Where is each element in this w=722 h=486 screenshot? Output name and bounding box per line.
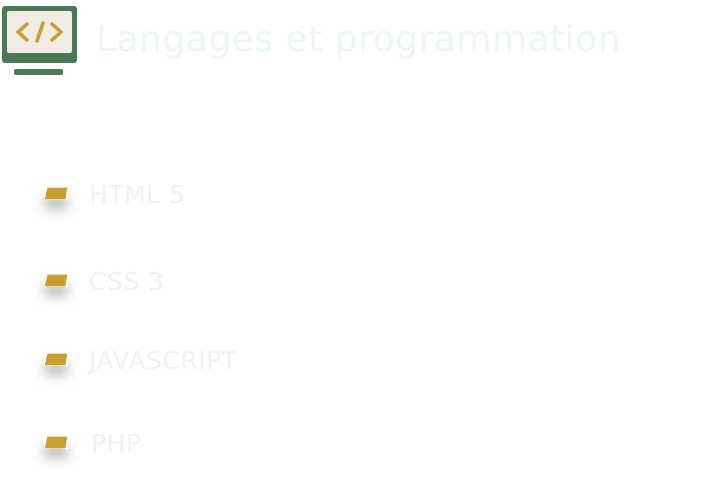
bullet-icon bbox=[44, 353, 68, 366]
language-label: CSS 3 bbox=[89, 267, 165, 296]
bullet-icon bbox=[44, 274, 68, 287]
page-title: Langages et programmation bbox=[96, 19, 622, 60]
bullet-icon bbox=[44, 187, 68, 200]
bullet-icon bbox=[44, 436, 68, 449]
code-monitor-icon bbox=[2, 6, 77, 75]
language-label: HTML 5 bbox=[89, 180, 186, 209]
language-label: JAVASCRIPT bbox=[89, 346, 238, 375]
language-label: PHP bbox=[91, 429, 142, 458]
